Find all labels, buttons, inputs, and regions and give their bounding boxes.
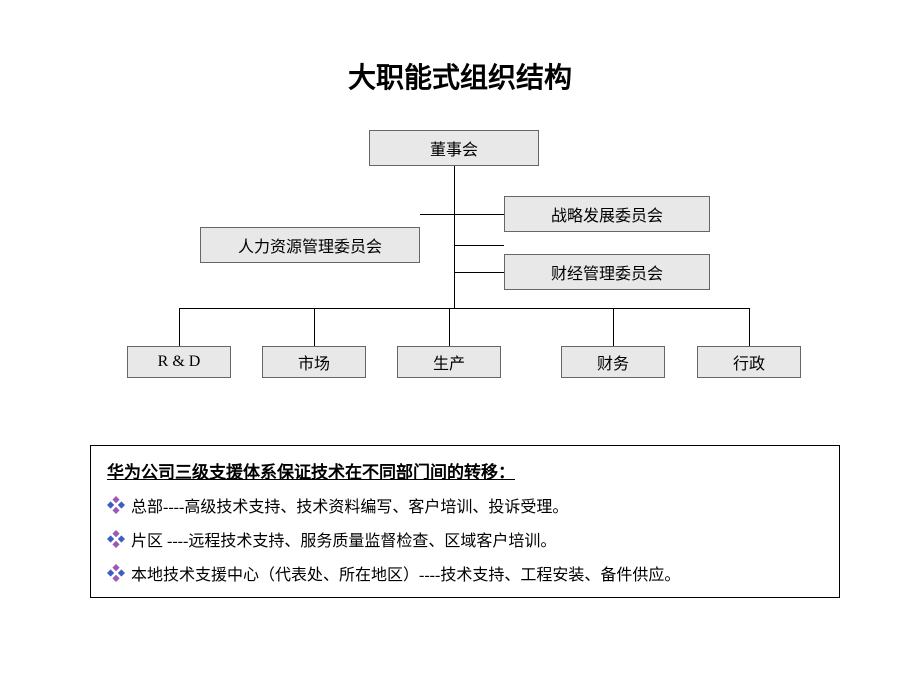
- bullet-text: 总部----高级技术支持、技术资料编写、客户培训、投诉受理。: [131, 493, 568, 517]
- connector-line: [449, 308, 450, 346]
- node-label: 市场: [298, 350, 330, 374]
- connector-line: [314, 308, 315, 346]
- bullet-row: 片区 ----远程技术支持、服务质量监督检查、区域客户培训。: [107, 527, 823, 551]
- node-label: 董事会: [430, 136, 478, 160]
- connector-line: [749, 308, 750, 346]
- node-label: 生产: [433, 350, 465, 374]
- bullet-text: 本地技术支援中心（代表处、所在地区）----技术支持、工程安装、备件供应。: [131, 561, 680, 585]
- diamond-bullet-icon: [107, 564, 125, 582]
- node-strat: 战略发展委员会: [504, 196, 710, 232]
- node-label: 财经管理委员会: [551, 260, 663, 284]
- node-hr: 人力资源管理委员会: [200, 227, 420, 263]
- support-title: 华为公司三级支援体系保证技术在不同部门间的转移：: [107, 458, 823, 483]
- node-label: 人力资源管理委员会: [238, 233, 382, 257]
- diamond-bullet-icon: [107, 496, 125, 514]
- node-label: 战略发展委员会: [551, 202, 663, 226]
- diamond-bullet-icon: [107, 530, 125, 548]
- bullet-text: 片区 ----远程技术支持、服务质量监督检查、区域客户培训。: [131, 527, 556, 551]
- connector-line: [613, 308, 614, 346]
- bullet-row: 总部----高级技术支持、技术资料编写、客户培训、投诉受理。: [107, 493, 823, 517]
- page-title: 大职能式组织结构: [0, 56, 920, 96]
- bullet-row: 本地技术支援中心（代表处、所在地区）----技术支持、工程安装、备件供应。: [107, 561, 823, 585]
- node-label: 行政: [733, 350, 765, 374]
- connector-line: [454, 272, 504, 273]
- connector-line: [179, 308, 180, 346]
- connector-line: [454, 245, 504, 246]
- node-d3: 生产: [397, 346, 501, 378]
- node-fin: 财经管理委员会: [504, 254, 710, 290]
- support-system-box: 华为公司三级支援体系保证技术在不同部门间的转移： 总部----高级技术支持、技术…: [90, 445, 840, 598]
- node-label: 财务: [597, 350, 629, 374]
- connector-line: [454, 166, 455, 308]
- node-root: 董事会: [369, 130, 539, 166]
- node-d4: 财务: [561, 346, 665, 378]
- node-d5: 行政: [697, 346, 801, 378]
- connector-line: [179, 308, 749, 309]
- node-label: R & D: [158, 353, 201, 371]
- node-d2: 市场: [262, 346, 366, 378]
- connector-line: [420, 214, 504, 215]
- node-d1: R & D: [127, 346, 231, 378]
